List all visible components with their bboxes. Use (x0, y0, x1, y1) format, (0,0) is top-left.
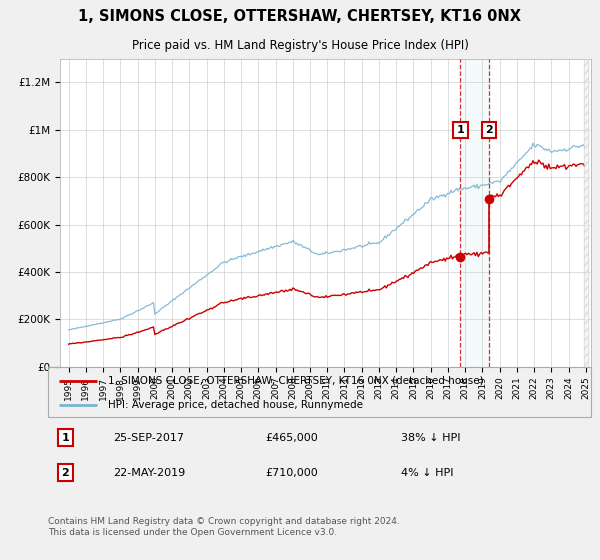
Text: 2: 2 (485, 125, 493, 135)
Text: HPI: Average price, detached house, Runnymede: HPI: Average price, detached house, Runn… (108, 400, 363, 409)
Text: 1, SIMONS CLOSE, OTTERSHAW, CHERTSEY, KT16 0NX (detached house): 1, SIMONS CLOSE, OTTERSHAW, CHERTSEY, KT… (108, 376, 484, 386)
Text: 1, SIMONS CLOSE, OTTERSHAW, CHERTSEY, KT16 0NX: 1, SIMONS CLOSE, OTTERSHAW, CHERTSEY, KT… (79, 9, 521, 24)
Text: 38% ↓ HPI: 38% ↓ HPI (401, 432, 460, 442)
Text: 25-SEP-2017: 25-SEP-2017 (113, 432, 184, 442)
Text: £465,000: £465,000 (265, 432, 318, 442)
Text: 1: 1 (457, 125, 464, 135)
Text: 22-MAY-2019: 22-MAY-2019 (113, 468, 185, 478)
Text: 4% ↓ HPI: 4% ↓ HPI (401, 468, 454, 478)
Text: Contains HM Land Registry data © Crown copyright and database right 2024.
This d: Contains HM Land Registry data © Crown c… (48, 517, 400, 536)
Text: 1: 1 (62, 432, 70, 442)
Text: £710,000: £710,000 (265, 468, 318, 478)
Text: 2: 2 (62, 468, 70, 478)
Text: Price paid vs. HM Land Registry's House Price Index (HPI): Price paid vs. HM Land Registry's House … (131, 39, 469, 53)
Bar (460, 59, 489, 367)
